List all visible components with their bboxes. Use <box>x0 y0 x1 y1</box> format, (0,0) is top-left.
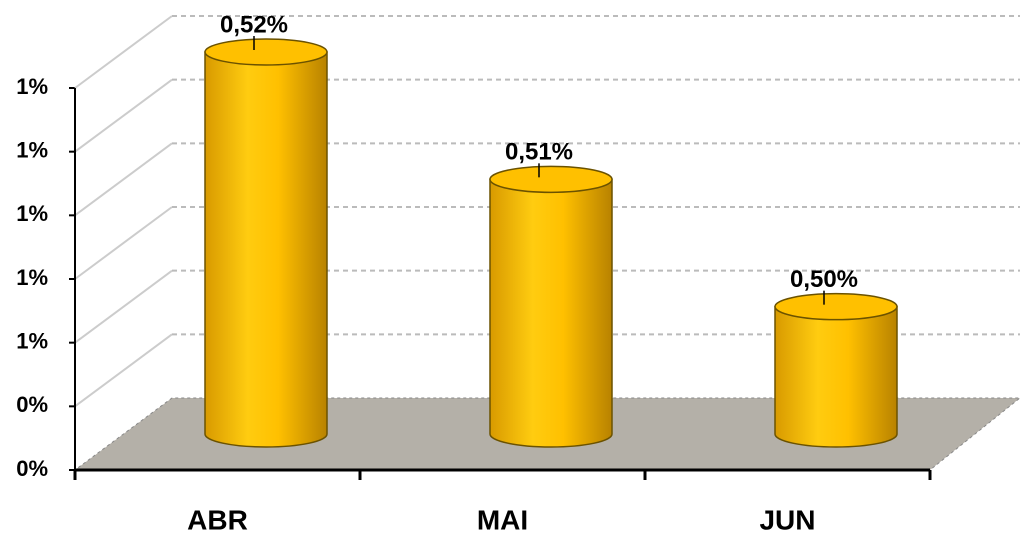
grid-line <box>74 78 173 153</box>
x-tick-label: JUN <box>759 504 815 533</box>
y-tick-label: 1% <box>16 328 48 353</box>
data-label: 0,51% <box>505 139 573 166</box>
bar-top <box>489 165 613 194</box>
bar-top <box>774 292 898 321</box>
grid-line <box>74 206 173 280</box>
bar <box>489 178 613 448</box>
grid-line <box>74 333 173 408</box>
y-tick-label: 1% <box>16 137 48 162</box>
x-tick-label: ABR <box>187 504 248 533</box>
grid-line <box>74 15 173 89</box>
y-tick-label: 1% <box>16 265 48 290</box>
bar <box>774 305 898 448</box>
grid-line <box>74 269 173 344</box>
data-label: 0,50% <box>790 266 858 293</box>
data-label: 0,52% <box>220 11 288 38</box>
x-tick-label: MAI <box>477 504 528 533</box>
y-tick-label: 1% <box>16 74 48 99</box>
grid-line <box>74 142 173 217</box>
y-tick-label: 1% <box>16 201 48 226</box>
y-tick-label: 0% <box>16 392 48 417</box>
bar <box>204 51 328 448</box>
bar-top <box>204 38 328 66</box>
y-tick-label: 0% <box>16 456 48 481</box>
